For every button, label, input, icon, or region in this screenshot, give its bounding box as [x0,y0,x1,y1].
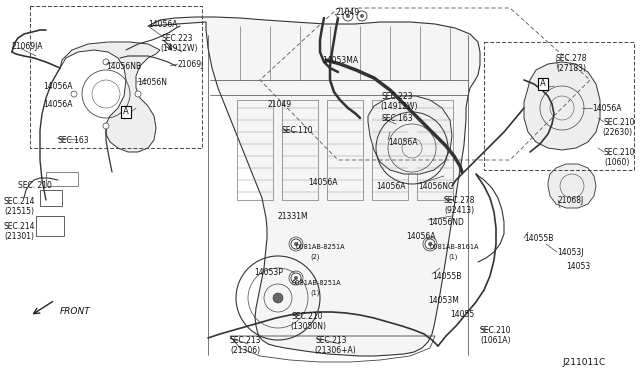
Circle shape [291,273,301,283]
Text: (21515): (21515) [4,207,34,216]
Text: 14055B: 14055B [432,272,461,281]
Text: 21068J: 21068J [558,196,584,205]
Circle shape [291,239,301,249]
Text: (92413): (92413) [444,206,474,215]
Bar [327,100,363,200]
Text: (1): (1) [448,254,458,260]
Bar [40,190,62,206]
Text: (14912W): (14912W) [380,102,417,111]
Text: 14056A: 14056A [43,82,72,91]
Bar [237,100,273,200]
Text: 14056A: 14056A [406,232,435,241]
Circle shape [103,59,109,65]
Text: (13050N): (13050N) [290,322,326,331]
Text: (21306+A): (21306+A) [314,346,356,355]
Text: SEC.210: SEC.210 [604,118,636,127]
Text: SEC.278: SEC.278 [556,54,588,63]
Circle shape [135,91,141,97]
Text: 14055: 14055 [450,310,474,319]
Text: SEC.210: SEC.210 [604,148,636,157]
Text: 14056A: 14056A [148,20,177,29]
Text: 14055B: 14055B [524,234,554,243]
Text: 14056A: 14056A [308,178,337,187]
Text: (1061A): (1061A) [480,336,511,345]
Text: 21331M: 21331M [278,212,308,221]
Text: SEC.163: SEC.163 [382,114,413,123]
Bar [484,42,634,170]
Text: (22630): (22630) [602,128,632,137]
Circle shape [357,11,367,21]
Text: SEC.210: SEC.210 [480,326,511,335]
Text: 21069JA: 21069JA [12,42,44,51]
Bar [372,100,408,200]
Text: 14053M: 14053M [428,296,459,305]
Circle shape [103,123,109,129]
Text: FRONT: FRONT [60,307,91,316]
Text: 21049: 21049 [268,100,292,109]
Text: SEC.213: SEC.213 [316,336,348,345]
Text: 0081AB-8251A: 0081AB-8251A [292,280,342,286]
Text: A: A [540,80,546,89]
Polygon shape [60,42,160,152]
Text: SEC.213: SEC.213 [230,336,262,345]
Text: (21306): (21306) [230,346,260,355]
Polygon shape [368,96,452,174]
Text: SEC.163: SEC.163 [57,136,88,145]
Text: SEC. 210: SEC. 210 [18,181,52,190]
Circle shape [346,14,350,18]
Text: 14056A: 14056A [43,100,72,109]
Bar [46,172,78,186]
Polygon shape [548,164,596,208]
Text: 0081AB-8161A: 0081AB-8161A [430,244,479,250]
Bar [36,216,64,236]
Text: (21301): (21301) [4,232,34,241]
Text: SEC.223: SEC.223 [162,34,193,43]
Text: SEC.214: SEC.214 [4,197,35,206]
Circle shape [428,242,432,246]
Text: 14053P: 14053P [254,268,283,277]
Text: SEC.223: SEC.223 [382,92,413,101]
Bar [282,100,318,200]
Circle shape [71,91,77,97]
Text: SEC.210: SEC.210 [292,312,323,321]
Bar [30,6,202,148]
Text: SEC.278: SEC.278 [444,196,476,205]
Text: (14912W): (14912W) [160,44,198,53]
Polygon shape [524,62,600,150]
Text: A: A [123,108,129,116]
Bar [417,100,453,200]
Text: (1060): (1060) [604,158,629,167]
Circle shape [273,293,283,303]
Text: 14056N: 14056N [137,78,167,87]
Text: 14056ND: 14056ND [428,218,464,227]
Polygon shape [148,17,480,356]
Text: 14053MA: 14053MA [322,56,358,65]
Text: (27183): (27183) [556,64,586,73]
Text: (1): (1) [310,290,319,296]
Text: SEC.110: SEC.110 [282,126,314,135]
Circle shape [425,239,435,249]
Text: 14056NB: 14056NB [106,62,141,71]
Text: 21069J: 21069J [178,60,204,69]
Text: 14053J: 14053J [557,248,584,257]
Text: 14056A: 14056A [376,182,406,191]
Circle shape [343,11,353,21]
Text: 14056NC: 14056NC [418,182,453,191]
Text: J211011C: J211011C [562,358,605,367]
Circle shape [294,242,298,246]
Circle shape [360,14,364,18]
Text: 14056A: 14056A [592,104,621,113]
Text: 21049: 21049 [335,8,359,17]
Text: 14056A: 14056A [388,138,417,147]
Text: SEC.214: SEC.214 [4,222,35,231]
Text: (2): (2) [310,254,319,260]
Text: 14053: 14053 [566,262,590,271]
Text: 0081AB-8251A: 0081AB-8251A [296,244,346,250]
Circle shape [294,276,298,280]
